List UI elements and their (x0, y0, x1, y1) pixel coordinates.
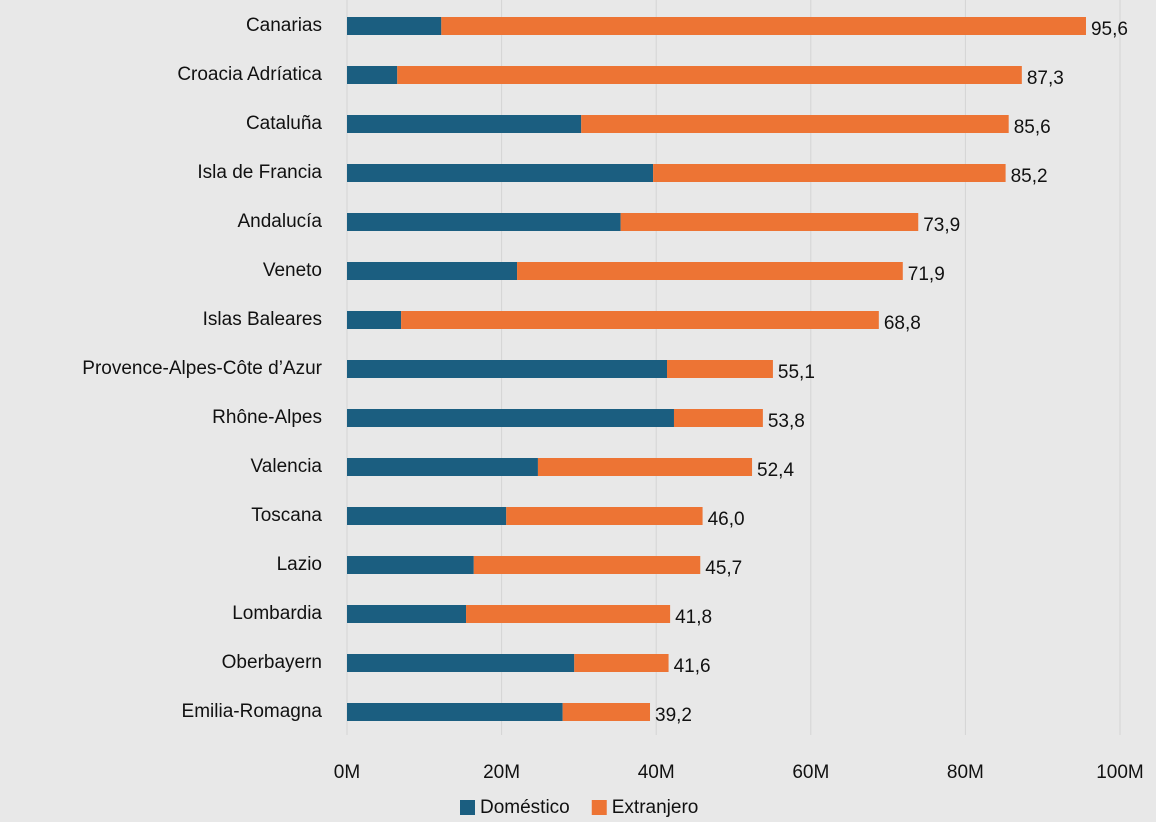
total-label: 71,9 (908, 264, 945, 285)
y-tick-label: Cataluña (246, 113, 322, 134)
bar-segment (466, 605, 671, 623)
y-tick-label: Oberbayern (222, 652, 322, 673)
total-label: 87,3 (1027, 68, 1064, 89)
bar-segment (517, 262, 903, 280)
bar-segment (537, 458, 753, 476)
y-tick-label: Lombardia (232, 603, 322, 624)
y-tick-label: Emilia-Romagna (182, 701, 323, 722)
total-label: 68,8 (884, 313, 921, 334)
bar-segment (347, 360, 668, 378)
bar-segment (347, 17, 442, 35)
bar-segment (347, 507, 507, 525)
y-tick-label: Isla de Francia (197, 162, 322, 183)
total-label: 85,6 (1014, 117, 1051, 138)
x-tick-label: 80M (947, 762, 984, 783)
bar-segment (347, 409, 674, 427)
bar-segment (397, 66, 1022, 84)
bar-segment (347, 703, 563, 721)
bar-segment (473, 556, 701, 574)
total-label: 46,0 (708, 509, 745, 530)
bar-segment (506, 507, 703, 525)
total-label: 52,4 (757, 460, 794, 481)
bar-segment (347, 556, 474, 574)
total-label: 41,8 (675, 607, 712, 628)
legend-label: Doméstico (480, 797, 570, 818)
bar-segment (347, 115, 582, 133)
x-tick-label: 100M (1096, 762, 1144, 783)
legend-swatch (591, 800, 607, 815)
y-tick-label: Lazio (277, 554, 322, 575)
legend-label: Extranjero (612, 797, 699, 818)
y-tick-label: Toscana (251, 505, 322, 526)
y-tick-label: Veneto (263, 260, 322, 281)
bar-segment (347, 605, 467, 623)
bar-segment (667, 360, 773, 378)
bar-segment (347, 458, 538, 476)
bar-segment (562, 703, 651, 721)
total-label: 95,6 (1091, 19, 1128, 40)
y-tick-label: Valencia (251, 456, 323, 477)
total-label: 53,8 (768, 411, 805, 432)
bar-segment (347, 164, 654, 182)
x-tick-label: 0M (334, 762, 360, 783)
bar-segment (653, 164, 1006, 182)
total-label: 41,6 (674, 656, 711, 677)
y-tick-label: Andalucía (237, 211, 322, 232)
bar-segment (347, 654, 575, 672)
legend-swatch (460, 800, 475, 815)
bar-segment (347, 213, 621, 231)
bar-segment (581, 115, 1009, 133)
bar-segment (347, 262, 518, 280)
y-tick-label: Islas Baleares (203, 309, 322, 330)
x-tick-label: 40M (638, 762, 675, 783)
bar-segment (620, 213, 919, 231)
bar-segment (401, 311, 879, 329)
y-tick-label: Canarias (246, 15, 322, 36)
x-tick-label: 60M (792, 762, 829, 783)
total-label: 85,2 (1011, 166, 1048, 187)
bar-segment (441, 17, 1086, 35)
bar-segment (673, 409, 763, 427)
y-tick-label: Provence-Alpes-Côte d’Azur (82, 358, 322, 379)
total-label: 45,7 (705, 558, 742, 579)
total-label: 55,1 (778, 362, 815, 383)
total-label: 73,9 (923, 215, 960, 236)
y-tick-label: Croacia Adríatica (177, 64, 322, 85)
bar-segment (347, 311, 402, 329)
total-label: 39,2 (655, 705, 692, 726)
x-tick-label: 20M (483, 762, 520, 783)
y-tick-label: Rhône-Alpes (212, 407, 322, 428)
bar-segment (574, 654, 669, 672)
bar-segment (347, 66, 398, 84)
